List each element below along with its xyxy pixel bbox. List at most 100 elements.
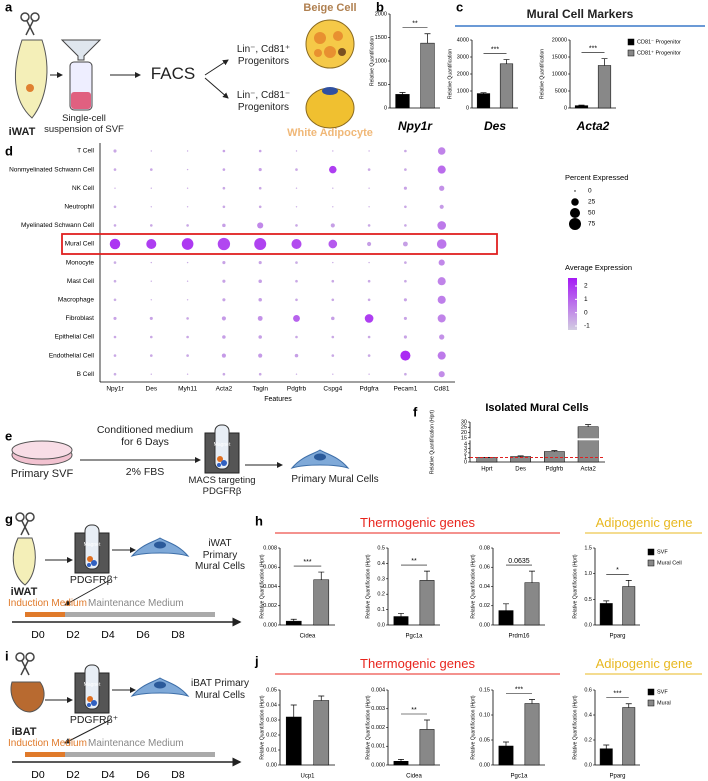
dot: [150, 299, 152, 301]
day-label: D2: [66, 769, 80, 781]
panel-label: a: [5, 0, 13, 14]
day-label: D4: [101, 769, 115, 781]
dot: [113, 224, 117, 227]
dot: [439, 185, 445, 191]
y-tick-label: 0.05: [266, 687, 277, 693]
dot: [295, 224, 298, 227]
y-tick-label: 2000: [375, 11, 387, 17]
dot: [295, 279, 298, 283]
dot: [331, 279, 335, 283]
y-tick-label: 0.03: [266, 717, 277, 723]
day-label: D6: [136, 629, 150, 641]
dot: [332, 150, 334, 152]
y-tick-label: B Cell: [77, 371, 95, 378]
bar: [574, 105, 589, 109]
dot: [186, 187, 189, 189]
cell-label: White Adipocyte: [287, 127, 373, 139]
group-title: Thermogenic genes: [360, 515, 475, 530]
legend-swatch: [627, 38, 635, 46]
bar: [622, 586, 636, 626]
y-tick-label: 4: [464, 441, 467, 447]
legend-label: 50: [588, 210, 596, 217]
dot: [186, 335, 189, 339]
legend-swatch: [647, 688, 655, 696]
dot: [258, 149, 262, 153]
panel-label: g: [5, 511, 13, 526]
size-key: [571, 198, 579, 206]
dot: [113, 354, 117, 357]
dot: [258, 279, 262, 283]
dot: [258, 205, 262, 209]
dot: [150, 187, 152, 189]
dot: [222, 372, 226, 376]
legend-swatch: [647, 699, 655, 707]
result-label: iBAT Primary Mural Cells: [191, 678, 249, 701]
dot: [331, 335, 335, 339]
significance: ***: [589, 46, 597, 53]
x-tick-label: Cspg4: [323, 386, 342, 393]
y-tick-label: Nonmyelinated Schwann Cell: [9, 166, 94, 173]
dot: [367, 279, 371, 283]
error-bar: [480, 92, 487, 94]
dot: [222, 205, 226, 209]
dot: [186, 373, 189, 375]
x-tick-label: Des: [146, 386, 158, 393]
dot: [258, 186, 262, 190]
y-tick-label: 0.3: [377, 576, 385, 582]
y-tick-label: 0.4: [584, 712, 592, 718]
dot: [439, 204, 444, 209]
progenitor-label: Lin⁻, Cd81⁻ Progenitors: [236, 90, 291, 113]
y-axis-label: Relative Quantification (Hprt): [470, 554, 476, 619]
y-tick-label: 1.0: [584, 571, 592, 577]
bar: [313, 700, 330, 766]
significance: **: [412, 21, 418, 28]
dot: [332, 206, 334, 208]
dot: [295, 335, 298, 339]
y-tick-label: 0.00: [266, 762, 277, 768]
dot: [364, 314, 374, 323]
y-tick-label: 0.05: [479, 737, 490, 743]
dot: [436, 239, 447, 249]
dot: [254, 238, 267, 250]
dot: [221, 316, 226, 321]
phase-label: Induction Medium: [8, 738, 87, 749]
y-tick-label: 0.2: [584, 737, 592, 743]
y-tick-label: 3: [464, 446, 467, 452]
bar: [420, 42, 435, 109]
suspension-label: Single-cell suspension of SVF: [44, 113, 124, 135]
dot: [328, 239, 338, 249]
dot: [367, 354, 371, 357]
y-tick-label: 0.08: [479, 545, 490, 551]
y-tick-label: 5000: [555, 88, 567, 94]
dot: [295, 206, 298, 208]
dot: [437, 147, 446, 155]
dot: [257, 222, 264, 229]
group-title: Adipogenic gene: [595, 515, 693, 530]
dot: [257, 315, 263, 321]
error-bar: [603, 744, 610, 749]
y-tick-label: 0.01: [266, 747, 277, 753]
y-tick-label: 0.1: [377, 607, 385, 613]
x-tick-label: Des: [515, 467, 526, 473]
dot: [113, 335, 117, 339]
x-axis-label: Pgc1a: [510, 774, 528, 780]
panel-label: j: [254, 653, 259, 668]
error-bar: [625, 703, 632, 708]
error-bar: [503, 741, 509, 746]
significance: ***: [515, 686, 523, 693]
error-bar: [290, 618, 297, 622]
y-tick-label: 0.002: [263, 603, 277, 609]
dot: [368, 150, 370, 152]
legend-label: SVF: [657, 689, 668, 695]
x-tick-label: Hprt: [481, 467, 493, 473]
y-tick-label: 0.5: [584, 597, 592, 603]
y-tick-label: 0.002: [371, 725, 385, 731]
legend-title: Percent Expressed: [565, 173, 628, 182]
dot: [222, 298, 226, 302]
dot: [217, 237, 231, 251]
y-tick-label: 0.004: [371, 687, 385, 693]
diagram-e: [11, 424, 349, 474]
x-axis-label: Cidea: [300, 634, 316, 640]
bar: [599, 603, 613, 626]
dot: [150, 280, 152, 282]
